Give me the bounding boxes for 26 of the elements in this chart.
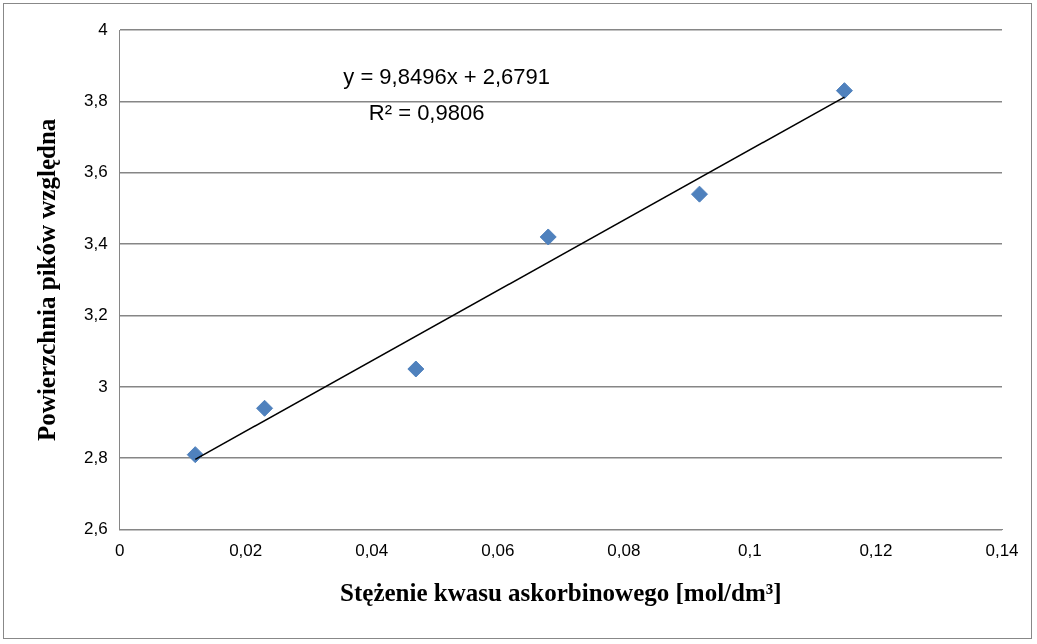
y-tick-label: 3,4	[83, 233, 108, 253]
point	[835, 82, 853, 100]
y-tick-label: 3,8	[83, 91, 108, 111]
annotation: R² = 0,9806	[368, 100, 485, 126]
x-tick-label: 0,06	[481, 541, 515, 561]
annotation: y = 9,8496x + 2,6791	[343, 64, 550, 90]
point	[407, 360, 425, 378]
x-tick-label: 0,04	[355, 541, 389, 561]
point	[690, 185, 708, 203]
x-tick-label: 0,02	[229, 541, 263, 561]
point	[539, 228, 557, 246]
x-axis-title: Stężenie kwasu askorbinowego [mol/dm³]	[340, 579, 782, 607]
point	[256, 399, 274, 417]
y-tick-label: 2,8	[83, 447, 108, 467]
y-tick-label: 4	[98, 19, 108, 39]
y-tick-label: 3,6	[83, 162, 108, 182]
y-axis-title: Powierzchnia pików względna	[33, 118, 61, 441]
x-tick-label: 0,12	[859, 541, 893, 561]
x-tick-label: 0,08	[607, 541, 641, 561]
point	[186, 446, 204, 464]
x-tick-label: 0	[114, 541, 125, 561]
y-tick-label: 3	[98, 376, 108, 396]
x-tick-label: 0,1	[738, 541, 762, 561]
y-tick-label: 3,2	[83, 305, 108, 325]
y-tick-label: 2,6	[83, 519, 108, 539]
x-tick-label: 0,14	[985, 541, 1019, 561]
